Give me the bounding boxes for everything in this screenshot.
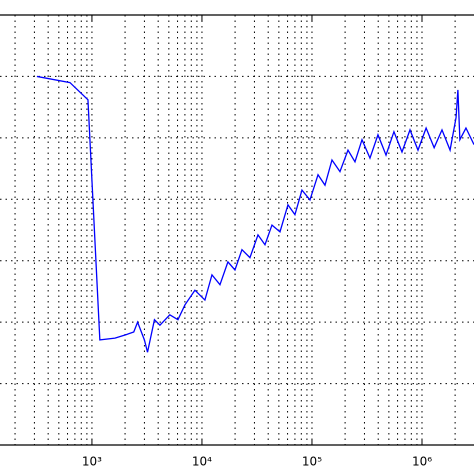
data-line — [36, 75, 474, 353]
x-tick-label: 10⁴ — [192, 455, 212, 469]
x-tick-label: 10³ — [82, 455, 102, 469]
x-tick-label: 10⁶ — [412, 455, 432, 469]
x-tick-label: 10⁵ — [302, 455, 322, 469]
